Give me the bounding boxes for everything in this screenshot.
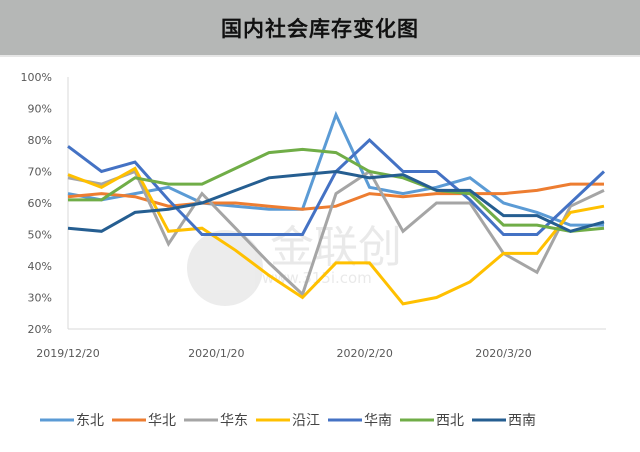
legend-item: 东北 <box>40 413 104 429</box>
y-tick-label: 70% <box>28 166 52 179</box>
legend-label: 西南 <box>508 413 536 429</box>
legend-label: 沿江 <box>292 413 320 429</box>
y-tick-label: 90% <box>28 103 52 116</box>
legend-label: 西北 <box>436 413 464 429</box>
series-line-1 <box>67 182 604 211</box>
chart-title-bar: 国内社会库存变化图 <box>0 0 640 57</box>
series-line-5 <box>68 147 605 233</box>
legend-item: 华东 <box>184 413 248 429</box>
y-tick-label: 60% <box>28 197 52 210</box>
y-tick-label: 100% <box>21 71 52 84</box>
legend-item: 西北 <box>400 413 464 429</box>
legend-label: 华南 <box>364 413 392 429</box>
x-tick-label: 2020/2/20 <box>337 347 393 360</box>
legend-label: 华东 <box>220 413 248 429</box>
watermark-logo-icon <box>187 230 263 306</box>
series-line-2 <box>67 169 605 298</box>
x-tick-label: 2019/12/20 <box>36 347 99 360</box>
legend-item: 西南 <box>472 413 536 429</box>
x-tick-label: 2020/3/20 <box>475 347 531 360</box>
y-tick-label: 20% <box>28 323 52 336</box>
legend-item: 沿江 <box>256 413 320 429</box>
y-tick-label: 30% <box>28 292 52 305</box>
y-tick-label: 50% <box>28 229 52 242</box>
chart-title: 国内社会库存变化图 <box>221 16 419 41</box>
legend-label: 华北 <box>148 413 176 429</box>
legend-item: 华北 <box>112 413 176 429</box>
legend-label: 东北 <box>76 413 104 429</box>
watermark-logo-text: 金联创 <box>270 222 402 273</box>
x-tick-label: 2020/1/20 <box>188 347 244 360</box>
series-line-6 <box>67 169 605 233</box>
legend-item: 华南 <box>328 413 392 429</box>
y-tick-label: 80% <box>28 134 52 147</box>
y-tick-label: 40% <box>28 260 52 273</box>
